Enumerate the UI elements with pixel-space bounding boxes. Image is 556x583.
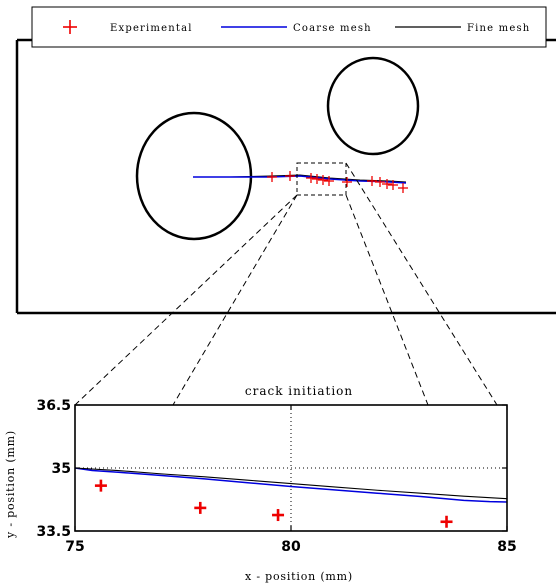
overview-experimental-markers [267,171,408,193]
overview-experimental-point [285,171,295,181]
x-tick-label: 85 [497,539,516,555]
series-line-fine-mesh [74,467,508,500]
x-axis-label: x - position (mm) [245,570,353,583]
connector-inner-right [345,194,429,406]
zoom-region-box [296,162,347,196]
x-tick-label: 80 [281,539,301,555]
hole-right [326,56,420,156]
legend-label-experimental: Experimental [110,23,193,34]
overview-experimental-point [398,183,408,193]
overview-experimental-point [324,176,334,186]
overview-experimental-point [267,172,277,182]
overview-experimental-point [312,174,322,184]
connector-outer-left [74,194,298,406]
zoom-connectors [74,162,498,406]
overview-experimental-point [382,179,392,189]
experimental-point [194,501,207,514]
overview-experimental-point [318,175,328,185]
connector-outer-right [345,162,498,406]
x-tick-label: 75 [65,539,84,555]
y-tick-label: 36.5 [36,398,71,414]
experimental-point [94,479,107,492]
overview-crack-coarse [193,175,407,184]
series-line-coarse-mesh [74,467,508,503]
legend-marker-experimental [63,20,77,34]
y-tick-label: 33.5 [36,524,71,540]
legend-label-fine: Fine mesh [467,23,530,34]
crack-initiation-annotation: crack initiation [245,384,353,398]
legend: Experimental Coarse mesh Fine mesh [31,6,547,48]
overview-experimental-point [375,177,385,187]
y-tick-label: 35 [52,461,71,477]
experimental-point [440,515,453,528]
connector-inner-left [172,194,298,406]
overview-experimental-point [342,177,352,187]
overview-experimental-point [306,173,316,183]
specimen-overview [15,38,556,315]
overview-experimental-point [367,176,377,186]
y-axis-label: y - position (mm) [4,430,17,539]
zoom-chart: crack initiation 75 80 85 33.5 35 36.5 x - po… [4,384,517,583]
chart-plot-area: 75 80 85 33.5 35 36.5 [36,398,516,555]
overview-experimental-point [388,180,398,190]
hole-left [135,111,253,241]
legend-label-coarse: Coarse mesh [293,23,372,34]
experimental-point [272,509,285,522]
